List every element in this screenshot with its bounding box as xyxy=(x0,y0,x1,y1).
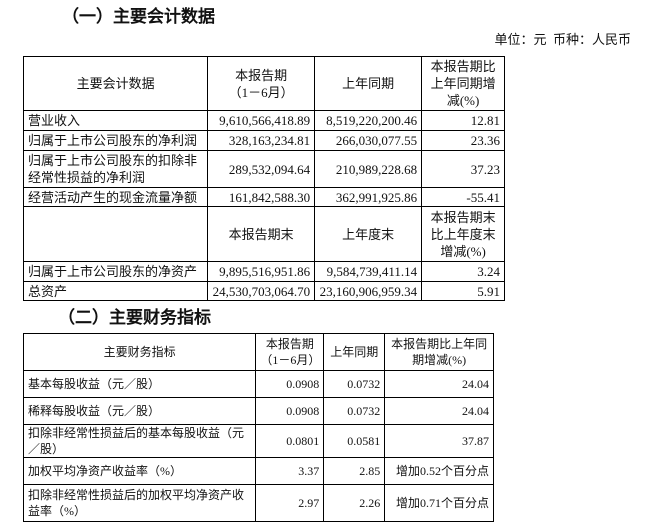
cell-value: 0.0908 xyxy=(255,397,325,425)
cell-value: 2.97 xyxy=(255,484,325,522)
accounting-data-table: 主要会计数据 本报告期 （1－6月） 上年同期 本报告期比上年同期增减(%) 营… xyxy=(22,56,505,301)
cell-value: 5.91 xyxy=(421,281,505,301)
row-label: 营业收入 xyxy=(22,110,209,131)
cell-value: 0.0801 xyxy=(255,424,325,458)
cell-value: 增加0.52个百分点 xyxy=(384,457,494,485)
header-cell: 本报告期（1－6月） xyxy=(255,333,325,371)
cell-value: 增加0.71个百分点 xyxy=(384,484,494,522)
unit-currency-line: 单位：元 币种：人民币 xyxy=(494,32,631,47)
table-row: 扣除非经常性损益后的基本每股收益（元／股） 0.0801 0.0581 37.8… xyxy=(22,424,494,458)
row-label: 归属于上市公司股东的净利润 xyxy=(22,130,209,151)
table-row: 归属于上市公司股东的扣除非经常性损益的净利润 289,532,094.64 21… xyxy=(22,150,505,188)
table-row: 加权平均净资产收益率（%） 3.37 2.85 增加0.52个百分点 xyxy=(22,457,494,485)
header-cell: 上年同期 xyxy=(323,333,386,371)
section2-title: （二）主要财务指标 xyxy=(58,308,211,328)
cell-value: -55.41 xyxy=(421,187,505,207)
section1-title: （一）主要会计数据 xyxy=(62,7,215,27)
table-row: 归属于上市公司股东的净资产 9,895,516,951.86 9,584,739… xyxy=(22,261,505,282)
financial-indicators-table: 主要财务指标 本报告期（1－6月） 上年同期 本报告期比上年同期增减(%) 基本… xyxy=(22,333,494,522)
cell-value: 161,842,588.30 xyxy=(207,187,316,207)
table-row: 稀释每股收益（元／股） 0.0908 0.0732 24.04 xyxy=(22,397,494,425)
cell-value: 328,163,234.81 xyxy=(207,130,316,151)
cell-value: 2.26 xyxy=(323,484,386,522)
cell-value: 9,895,516,951.86 xyxy=(207,261,316,282)
table-header-row: 主要会计数据 本报告期 （1－6月） 上年同期 本报告期比上年同期增减(%) xyxy=(22,56,505,111)
row-label: 经营活动产生的现金流量净额 xyxy=(22,187,209,207)
cell-value: 210,989,228.68 xyxy=(314,150,423,188)
table-row: 归属于上市公司股东的净利润 328,163,234.81 266,030,077… xyxy=(22,130,505,151)
cell-value: 0.0732 xyxy=(323,370,386,398)
header-cell: 本报告期比上年同期增减(%) xyxy=(384,333,494,371)
cell-value: 8,519,220,200.46 xyxy=(314,110,423,131)
table-row: 营业收入 9,610,566,418.89 8,519,220,200.46 1… xyxy=(22,110,505,131)
table-row: 基本每股收益（元／股） 0.0908 0.0732 24.04 xyxy=(22,370,494,398)
cell-value: 37.87 xyxy=(384,424,494,458)
header-cell: 主要财务指标 xyxy=(22,333,257,371)
header-cell: 上年度末 xyxy=(314,206,423,262)
cell-value: 289,532,094.64 xyxy=(207,150,316,188)
page-content: （一）主要会计数据 单位：元 币种：人民币 主要会计数据 本报告期 （1－6月）… xyxy=(22,7,631,522)
cell-value: 0.0581 xyxy=(323,424,386,458)
row-label: 总资产 xyxy=(22,281,209,301)
cell-value: 0.0732 xyxy=(323,397,386,425)
row-label: 归属于上市公司股东的扣除非经常性损益的净利润 xyxy=(22,150,209,188)
header-cell: 本报告期末比上年度末增减(%) xyxy=(421,206,505,262)
table-subheader-row: 本报告期末 上年度末 本报告期末比上年度末增减(%) xyxy=(22,206,505,262)
row-label: 扣除非经常性损益后的基本每股收益（元／股） xyxy=(22,424,257,458)
header-cell: 本报告期末 xyxy=(207,206,316,262)
cell-value: 37.23 xyxy=(421,150,505,188)
row-label: 归属于上市公司股东的净资产 xyxy=(22,261,209,282)
cell-value: 24.04 xyxy=(384,397,494,425)
cell-value: 24,530,703,064.70 xyxy=(207,281,316,301)
cell-value: 9,584,739,411.14 xyxy=(314,261,423,282)
cell-value: 266,030,077.55 xyxy=(314,130,423,151)
row-label: 加权平均净资产收益率（%） xyxy=(22,457,257,485)
table-row: 经营活动产生的现金流量净额 161,842,588.30 362,991,925… xyxy=(22,187,505,207)
cell-value: 12.81 xyxy=(421,110,505,131)
header-cell: 本报告期 （1－6月） xyxy=(207,56,316,111)
cell-value: 9,610,566,418.89 xyxy=(207,110,316,131)
cell-value: 0.0908 xyxy=(255,370,325,398)
header-cell: 主要会计数据 xyxy=(22,56,209,111)
header-cell: 本报告期比上年同期增减(%) xyxy=(421,56,505,111)
header-cell: 上年同期 xyxy=(314,56,423,111)
row-label: 扣除非经常性损益后的加权平均净资产收益率（%） xyxy=(22,484,257,522)
row-label: 基本每股收益（元／股） xyxy=(22,370,257,398)
cell-value: 362,991,925.86 xyxy=(314,187,423,207)
table-row: 扣除非经常性损益后的加权平均净资产收益率（%） 2.97 2.26 增加0.71… xyxy=(22,484,494,522)
cell-value: 23,160,906,959.34 xyxy=(314,281,423,301)
cell-value: 2.85 xyxy=(323,457,386,485)
header-cell xyxy=(22,206,209,262)
cell-value: 23.36 xyxy=(421,130,505,151)
table-row: 总资产 24,530,703,064.70 23,160,906,959.34 … xyxy=(22,281,505,301)
table-header-row: 主要财务指标 本报告期（1－6月） 上年同期 本报告期比上年同期增减(%) xyxy=(22,333,494,371)
row-label: 稀释每股收益（元／股） xyxy=(22,397,257,425)
cell-value: 3.24 xyxy=(421,261,505,282)
cell-value: 24.04 xyxy=(384,370,494,398)
cell-value: 3.37 xyxy=(255,457,325,485)
